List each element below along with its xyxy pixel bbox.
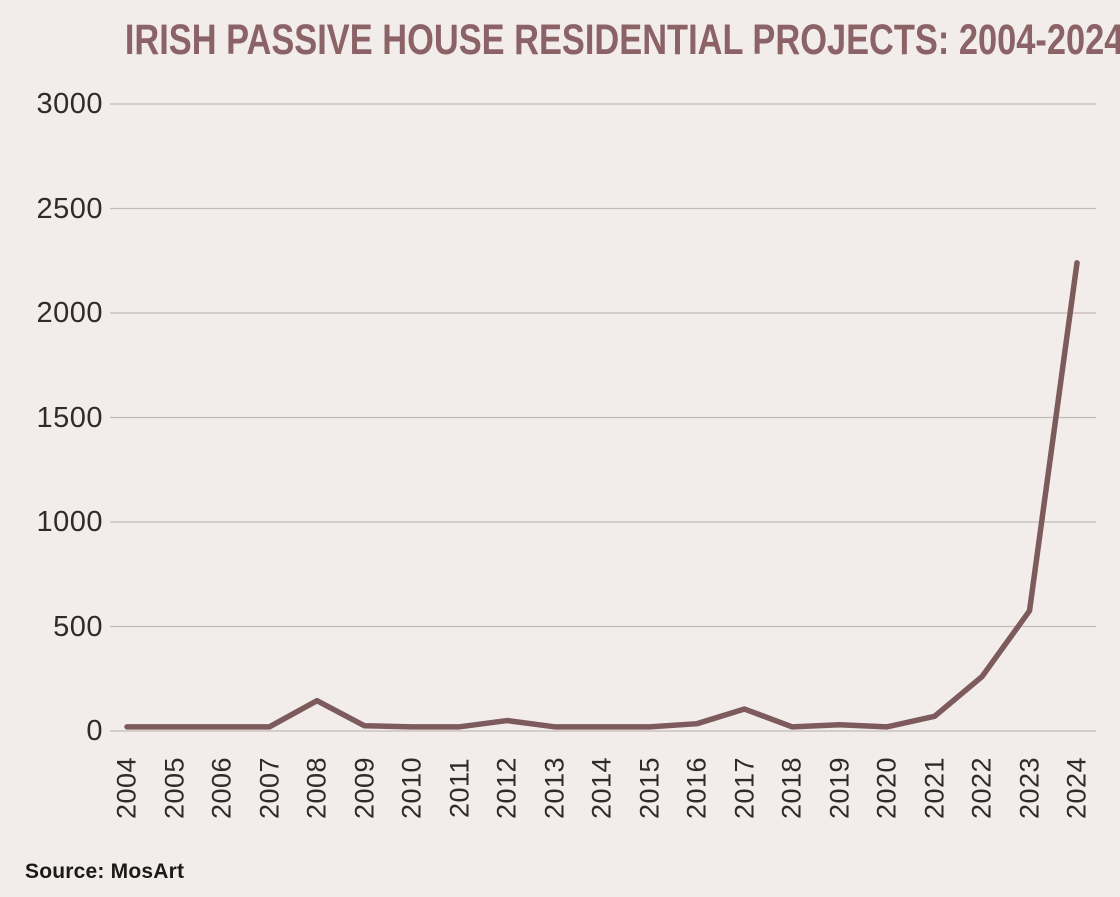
x-tick-label: 2021 bbox=[919, 756, 949, 820]
x-tick-label: 2022 bbox=[966, 756, 997, 820]
x-tick-label: 2020 bbox=[871, 756, 902, 820]
x-tick-label: 2004 bbox=[111, 756, 142, 820]
x-tick-label: 2006 bbox=[206, 756, 237, 820]
y-tick-label: 0 bbox=[86, 715, 103, 747]
x-tick-label: 2011 bbox=[444, 757, 474, 819]
chart-title-wrap: IRISH PASSIVE HOUSE RESIDENTIAL PROJECTS… bbox=[0, 16, 1120, 65]
x-tick-label: 2014 bbox=[586, 756, 617, 820]
x-tick-label: 2015 bbox=[634, 756, 664, 820]
x-tick-label: 2009 bbox=[349, 756, 379, 820]
x-tick-label: 2013 bbox=[539, 756, 569, 820]
x-tick-label: 2017 bbox=[729, 756, 759, 820]
x-tick-label: 2010 bbox=[396, 756, 427, 820]
x-tick-label: 2012 bbox=[491, 756, 522, 820]
y-tick-label: 3000 bbox=[36, 88, 103, 120]
y-axis: 0 500 1000 1500 2000 2500 3000 bbox=[0, 0, 103, 897]
x-tick-label: 2016 bbox=[681, 756, 712, 820]
x-tick-label: 2008 bbox=[301, 756, 332, 820]
y-tick-label: 2000 bbox=[36, 297, 103, 329]
y-tick-label: 1000 bbox=[36, 506, 103, 538]
data-line bbox=[124, 260, 1080, 730]
y-tick-label: 1500 bbox=[36, 401, 103, 434]
source-text: Source: MosArt bbox=[25, 860, 185, 883]
x-tick-label: 2007 bbox=[254, 756, 284, 820]
x-tick-label: 2023 bbox=[1014, 756, 1044, 820]
chart-title: IRISH PASSIVE HOUSE RESIDENTIAL PROJECTS… bbox=[124, 16, 1120, 64]
x-tick-label: 2024 bbox=[1061, 756, 1092, 820]
x-tick-label: 2005 bbox=[159, 756, 189, 820]
y-tick-label: 2500 bbox=[36, 192, 103, 225]
x-tick-label: 2018 bbox=[776, 756, 807, 820]
x-tick-label: 2019 bbox=[824, 756, 854, 820]
y-tick-label: 500 bbox=[53, 610, 103, 643]
